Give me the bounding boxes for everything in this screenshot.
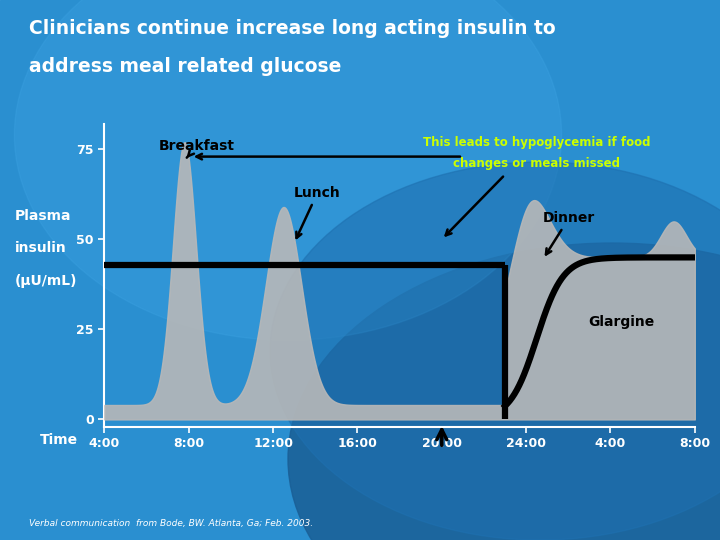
Text: Lunch: Lunch	[294, 186, 341, 238]
Text: changes or meals missed: changes or meals missed	[453, 157, 620, 171]
Circle shape	[14, 0, 562, 340]
Text: Clinicians continue increase long acting insulin to: Clinicians continue increase long acting…	[29, 19, 555, 38]
Text: Breakfast: Breakfast	[159, 139, 235, 158]
Text: Time: Time	[40, 433, 78, 447]
Text: (μU/mL): (μU/mL)	[14, 274, 77, 288]
Ellipse shape	[288, 243, 720, 540]
Ellipse shape	[270, 162, 720, 540]
Text: Verbal communication  from Bode, BW. Atlanta, Ga; Feb. 2003.: Verbal communication from Bode, BW. Atla…	[29, 519, 313, 528]
Text: This leads to hypoglycemia if food: This leads to hypoglycemia if food	[423, 136, 650, 149]
Text: insulin: insulin	[14, 241, 66, 255]
Text: Dinner: Dinner	[543, 211, 595, 254]
Text: address meal related glucose: address meal related glucose	[29, 57, 341, 76]
Text: Glargine: Glargine	[588, 315, 654, 329]
Text: Plasma: Plasma	[14, 209, 71, 223]
